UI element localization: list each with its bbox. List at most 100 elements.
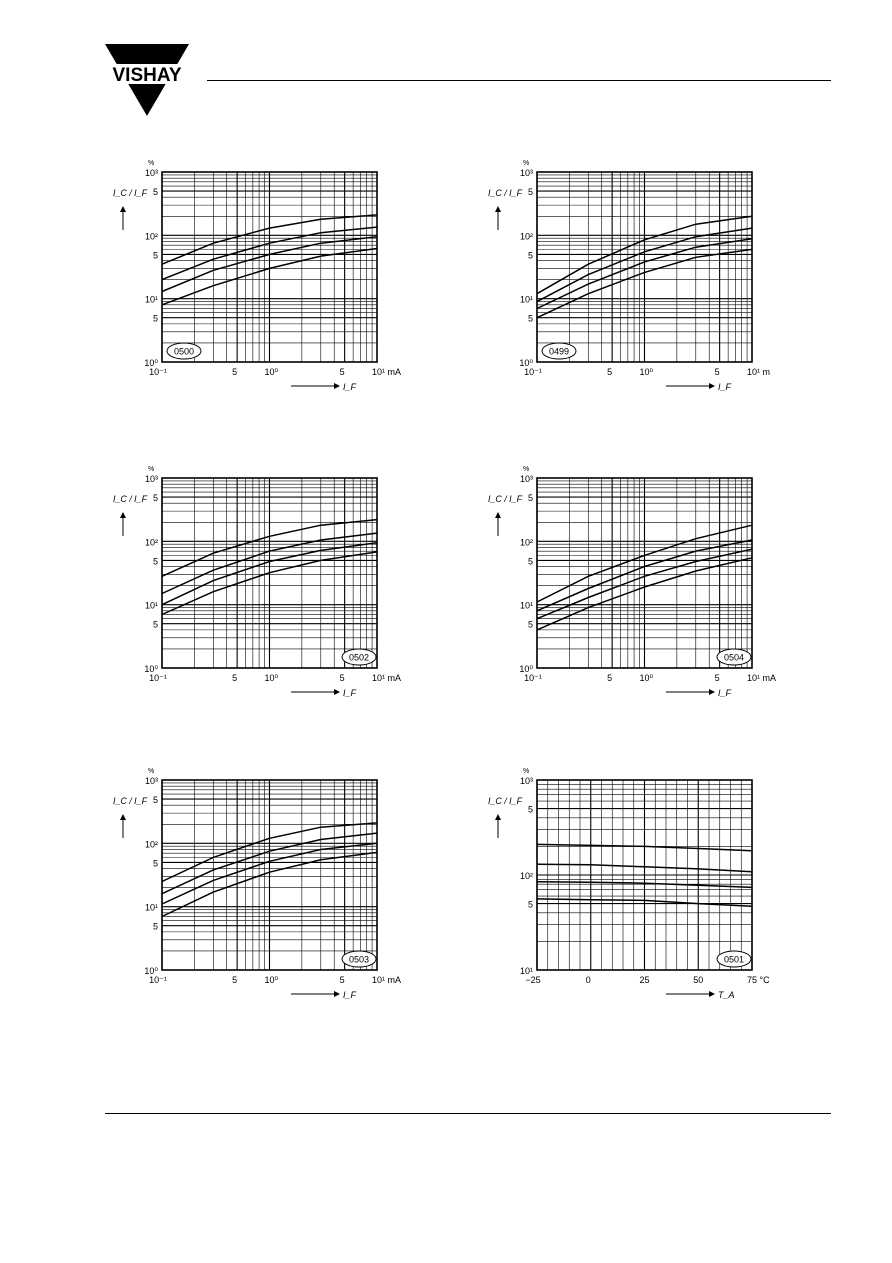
y-axis-arrowhead xyxy=(120,512,126,518)
y-axis-label: I_C / I_F xyxy=(113,796,147,838)
chart-0501: 10¹ 5 10² 5 10³% −25 0 25 50 75 °C I_C / I_F T_A 050… xyxy=(488,768,770,1000)
y-tick-label: 5 xyxy=(153,314,158,324)
y-tick-label: 5 xyxy=(528,250,533,260)
x-tick-label: −25 xyxy=(525,975,540,985)
y-axis-label: I_C / I_F xyxy=(488,494,522,536)
y-tick-label: 5 xyxy=(153,922,158,932)
figure-id-oval xyxy=(541,342,577,360)
x-tick-label: 10⁰ xyxy=(640,673,654,683)
series-line-3 xyxy=(161,842,378,905)
grid xyxy=(161,780,377,971)
x-axis-label: I_F xyxy=(666,688,732,698)
figure-id-oval xyxy=(166,342,202,360)
plot-frame xyxy=(536,477,753,669)
figure-id-oval xyxy=(716,648,752,666)
series-line-2 xyxy=(536,539,753,612)
y-unit-label: % xyxy=(148,466,154,473)
x-tick-label: 5 xyxy=(607,367,612,377)
figure-id: 0500 xyxy=(166,342,202,360)
y-unit-label: % xyxy=(148,768,154,775)
y-tick-label: 5 xyxy=(153,556,158,566)
x-axis-label-text: I_F xyxy=(343,688,357,698)
y-tick-label: 5 xyxy=(153,795,158,805)
series-line-2 xyxy=(161,532,378,595)
plot-frame xyxy=(536,779,753,971)
y-axis-label-text: I_C / I_F xyxy=(113,188,147,198)
y-tick-label: 5 xyxy=(528,493,533,503)
series-line-1 xyxy=(536,215,753,295)
y-unit-label: % xyxy=(523,768,529,775)
plot-frame xyxy=(161,477,378,669)
y-tick-label: 5 xyxy=(528,556,533,566)
x-tick-label: 10¹ mA xyxy=(372,367,401,377)
y-tick-label: 10¹ xyxy=(520,601,533,611)
chart-0499: 10⁰ 5 10¹ 5 10² 5 10³% 10⁻¹ 5 10⁰ 5 10¹ m I_C / I_F I… xyxy=(488,160,770,392)
figure-id-oval xyxy=(341,950,377,968)
plot-frame xyxy=(161,171,378,363)
x-tick-label: 5 xyxy=(340,673,345,683)
footer-rule xyxy=(105,1113,831,1114)
x-tick-label: 10¹ m xyxy=(747,367,770,377)
series-line-4 xyxy=(536,557,753,631)
y-tick-label: 10¹ xyxy=(145,903,158,913)
y-unit-label: % xyxy=(148,160,154,167)
x-axis-arrowhead xyxy=(334,383,340,389)
series-line-1 xyxy=(536,843,753,852)
x-tick-label: 5 xyxy=(340,975,345,985)
series-line-4 xyxy=(536,898,753,907)
series-line-2 xyxy=(161,226,378,281)
figure-id: 0504 xyxy=(716,648,752,666)
y-axis-label: I_C / I_F xyxy=(488,188,522,230)
x-tick-label: 10⁰ xyxy=(640,367,654,377)
x-axis-label: I_F xyxy=(291,382,357,392)
figure-id: 0503 xyxy=(341,950,377,968)
series-line-4 xyxy=(161,247,378,306)
x-tick-label: 0 xyxy=(586,975,591,985)
y-axis-arrowhead xyxy=(495,814,501,820)
x-tick-label: 5 xyxy=(232,367,237,377)
y-tick-label: 5 xyxy=(528,805,533,815)
figure-id-text: 0502 xyxy=(349,653,369,663)
x-tick-label: 10⁰ xyxy=(265,975,279,985)
x-tick-label: 10⁻¹ xyxy=(149,673,167,683)
x-axis-label: I_F xyxy=(666,382,732,392)
x-axis-label-text: I_F xyxy=(343,990,357,1000)
y-tick-label: 10¹ xyxy=(145,295,158,305)
y-tick-label: 10⁰ xyxy=(144,664,158,674)
figure-id: 0502 xyxy=(341,648,377,666)
header-rule xyxy=(207,80,831,81)
y-tick-label: 10³ xyxy=(145,168,158,178)
figure-id-text: 0499 xyxy=(549,347,569,357)
x-tick-label: 25 xyxy=(640,975,650,985)
y-tick-label: 10³ xyxy=(520,776,533,786)
figure-id-text: 0503 xyxy=(349,955,369,965)
x-tick-label: 10⁻¹ xyxy=(149,975,167,985)
x-tick-label: 50 xyxy=(693,975,703,985)
plot-frame xyxy=(536,171,753,363)
vishay-logo: VISHAY xyxy=(103,44,191,116)
series-line-3 xyxy=(536,880,753,889)
grid xyxy=(536,172,752,363)
series-line-2 xyxy=(161,832,378,895)
y-tick-label: 10⁰ xyxy=(519,664,533,674)
y-tick-label: 10² xyxy=(145,839,158,849)
y-tick-label: 10³ xyxy=(520,168,533,178)
y-tick-label: 10² xyxy=(520,231,533,241)
x-tick-label: 5 xyxy=(715,673,720,683)
x-tick-label: 10¹ mA xyxy=(747,673,776,683)
grid xyxy=(161,478,377,669)
x-axis-label-text: I_F xyxy=(718,688,732,698)
x-axis-label-text: T_A xyxy=(718,990,735,1000)
plot-frame xyxy=(161,779,378,971)
x-axis-label: I_F xyxy=(291,990,357,1000)
y-axis-label-text: I_C / I_F xyxy=(488,188,522,198)
x-axis-arrowhead xyxy=(709,383,715,389)
y-tick-label: 10¹ xyxy=(520,295,533,305)
x-tick-label: 10¹ mA xyxy=(372,673,401,683)
figure-id-oval xyxy=(716,950,752,968)
x-tick-label: 5 xyxy=(715,367,720,377)
logo-text: VISHAY xyxy=(113,65,182,86)
series-line-3 xyxy=(161,541,378,606)
chart-0503: 10⁰ 5 10¹ 5 10² 5 10³% 10⁻¹ 5 10⁰ 5 10¹ mA I_C / I_F… xyxy=(113,768,401,1000)
x-tick-label: 10¹ mA xyxy=(372,975,401,985)
